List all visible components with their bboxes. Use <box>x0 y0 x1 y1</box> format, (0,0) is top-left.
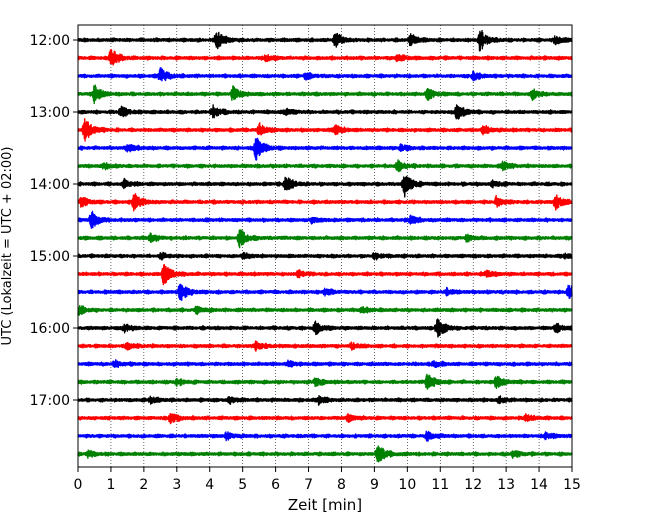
x-tick-label: 14 <box>530 477 548 493</box>
seismic-trace <box>77 318 573 338</box>
x-tick-label: 0 <box>74 477 83 493</box>
y-axis-ticks: 12:00 13:00 14:00 15:00 16:00 17:00 <box>30 33 78 409</box>
y-axis-label: UTC (Lokalzeit = UTC + 02:00) <box>0 147 15 346</box>
seismic-trace <box>77 412 573 425</box>
y-tick-label: 16:00 <box>30 321 70 337</box>
seismic-trace <box>77 229 573 249</box>
seismic-trace <box>77 84 573 105</box>
x-tick-label: 1 <box>106 477 115 493</box>
x-tick-label: 6 <box>271 477 280 493</box>
x-axis-ticks: 0 1 2 3 4 5 6 7 8 9 10 11 12 13 14 15 <box>74 467 581 493</box>
seismic-trace <box>77 67 573 82</box>
y-tick-label: 14:00 <box>30 177 70 193</box>
seismic-trace <box>77 137 573 161</box>
seismic-trace <box>77 283 573 301</box>
seismic-trace <box>77 264 573 286</box>
seismic-trace <box>77 430 573 442</box>
y-tick-label: 17:00 <box>30 393 70 409</box>
seismic-trace <box>77 48 573 66</box>
seismic-traces <box>77 29 573 463</box>
x-tick-label: 10 <box>398 477 416 493</box>
y-tick-label: 12:00 <box>30 33 70 49</box>
x-tick-label: 5 <box>238 477 247 493</box>
seismic-trace <box>77 394 573 406</box>
x-tick-label: 9 <box>370 477 379 493</box>
plot-frame <box>77 24 573 468</box>
seismic-trace <box>77 175 573 198</box>
x-tick-label: 8 <box>337 477 346 493</box>
x-tick-label: 7 <box>304 477 313 493</box>
x-tick-label: 3 <box>172 477 181 493</box>
x-tick-label: 4 <box>205 477 214 493</box>
seismic-trace <box>77 359 573 369</box>
seismic-trace <box>77 373 573 390</box>
seismic-trace <box>77 118 573 142</box>
seismic-trace <box>77 104 573 120</box>
seismic-trace <box>77 340 573 352</box>
x-tick-label: 2 <box>139 477 148 493</box>
seismic-trace <box>77 29 573 52</box>
seismic-trace <box>77 159 573 173</box>
seismic-trace <box>77 445 573 463</box>
x-tick-label: 11 <box>431 477 449 493</box>
x-tick-label: 13 <box>497 477 515 493</box>
seismic-trace <box>77 305 573 316</box>
y-tick-label: 13:00 <box>30 105 70 121</box>
seismic-trace <box>77 210 573 229</box>
x-tick-label: 15 <box>563 477 581 493</box>
x-axis-label: Zeit [min] <box>288 496 362 514</box>
x-tick-label: 12 <box>464 477 482 493</box>
y-tick-label: 15:00 <box>30 249 70 265</box>
seismic-trace <box>77 193 573 212</box>
seismic-trace <box>77 251 573 261</box>
